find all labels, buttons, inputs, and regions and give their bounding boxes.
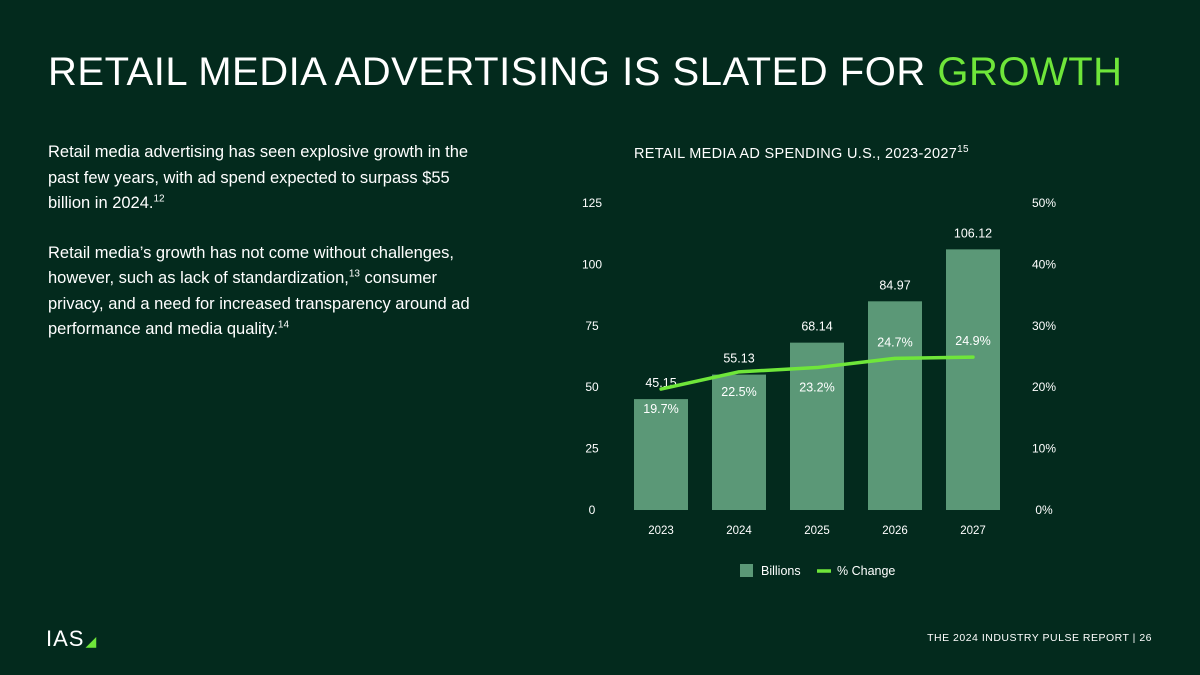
paragraph-2-text-b: consumer privacy, and a need for increas… [48, 269, 470, 338]
right-axis-tick: 20% [1032, 380, 1056, 394]
left-axis-tick: 75 [585, 319, 599, 333]
report-name: THE 2024 INDUSTRY PULSE REPORT [927, 632, 1130, 644]
line-value-label: 24.7% [877, 335, 912, 349]
paragraph-1-text: Retail media advertising has seen explos… [48, 143, 469, 212]
chart-title: RETAIL MEDIA AD SPENDING U.S., 2023-2027… [634, 144, 969, 162]
x-axis-tick: 2023 [648, 525, 674, 537]
bar-value-label: 84.97 [879, 278, 910, 292]
bar-value-label: 68.14 [801, 320, 832, 334]
page-number: | 26 [1132, 632, 1152, 644]
body-text: Retail media advertising has seen explos… [48, 140, 478, 367]
paragraph-2: Retail media’s growth has not come witho… [48, 241, 478, 343]
line-value-label: 23.2% [799, 381, 834, 395]
percent-change-line [659, 355, 975, 391]
bar-2026 [868, 301, 922, 510]
right-axis-tick: 40% [1032, 257, 1056, 271]
footer: THE 2024 INDUSTRY PULSE REPORT | 26 [927, 632, 1152, 644]
line-value-label: 22.5% [721, 385, 756, 399]
legend-label-billions: Billions [761, 564, 801, 578]
x-axis-tick: 2025 [804, 525, 830, 537]
line-value-label: 24.9% [955, 334, 990, 348]
bar-2025 [790, 342, 844, 510]
left-axis-tick: 50 [585, 380, 599, 394]
title-main: RETAIL MEDIA ADVERTISING IS SLATED FOR [48, 50, 926, 94]
x-axis-tick: 2026 [882, 525, 908, 537]
legend-label-change: % Change [837, 564, 895, 578]
footnote-ref: 13 [348, 268, 360, 280]
left-axis-tick: 25 [585, 442, 599, 456]
left-axis-tick: 0 [589, 503, 596, 517]
title-accent: GROWTH [937, 50, 1123, 94]
line-value-label: 19.7% [643, 402, 678, 416]
legend-swatch-billions [740, 564, 753, 577]
left-axis-tick: 100 [582, 257, 602, 271]
paragraph-2-text-a: Retail media’s growth has not come witho… [48, 243, 454, 288]
bar-2027 [946, 249, 1000, 511]
x-axis-tick: 2024 [726, 525, 752, 537]
right-axis-tick: 50% [1032, 196, 1056, 210]
right-axis-tick: 0% [1035, 503, 1053, 517]
footnote-ref: 12 [153, 193, 165, 205]
bar-2024 [712, 374, 766, 510]
footnote-ref: 14 [277, 319, 290, 331]
bar-2023 [634, 399, 688, 510]
logo-mark-icon: ◢ [85, 633, 98, 649]
ias-logo: IAS◢ [46, 626, 97, 652]
chart-title-text: RETAIL MEDIA AD SPENDING U.S., 2023-2027 [634, 146, 958, 162]
logo-text: IAS [46, 626, 85, 651]
x-axis-tick: 2027 [960, 525, 986, 537]
right-axis-tick: 30% [1032, 319, 1056, 333]
left-axis-tick: 125 [582, 196, 602, 210]
page-title: RETAIL MEDIA ADVERTISING IS SLATED FOR G… [48, 50, 1123, 95]
bar-value-label: 106.12 [954, 226, 992, 240]
right-axis-tick: 10% [1032, 442, 1056, 456]
bar-value-label: 55.13 [723, 352, 754, 366]
paragraph-1: Retail media advertising has seen explos… [48, 140, 478, 217]
footnote-ref: 15 [957, 144, 969, 156]
